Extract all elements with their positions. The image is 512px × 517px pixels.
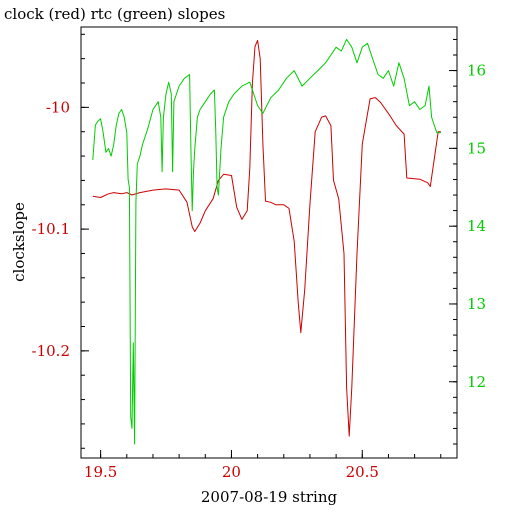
x-tick-label: 20 (222, 463, 241, 481)
y-axis-label: clockslope (10, 202, 28, 282)
y-right-tick-label: 16 (467, 62, 486, 80)
y-right-tick-label: 14 (467, 217, 486, 235)
y-left-tick-label: -10.1 (32, 220, 70, 238)
chart-title: clock (red) rtc (green) slopes (4, 5, 225, 23)
series-layer (92, 38, 441, 445)
y-axis-right: 16 15 14 13 12 (449, 38, 486, 445)
series-line-clock (92, 39, 441, 437)
series-line-rtc (92, 38, 441, 445)
y-right-tick-label: 15 (467, 139, 486, 157)
x-tick-label: 19.5 (84, 463, 117, 481)
x-axis-label: 2007-08-19 string (201, 488, 338, 506)
x-tick-label: 20.5 (346, 463, 379, 481)
y-left-tick-label: -10.2 (32, 342, 70, 360)
plot-frame (80, 26, 458, 459)
y-right-tick-label: 12 (467, 373, 486, 391)
y-right-tick-label: 13 (467, 295, 486, 313)
x-axis: 19.5 20 20.5 (84, 450, 442, 481)
y-axis-left: -10 -10.1 -10.2 (32, 33, 89, 449)
y-left-tick-label: -10 (46, 98, 70, 116)
